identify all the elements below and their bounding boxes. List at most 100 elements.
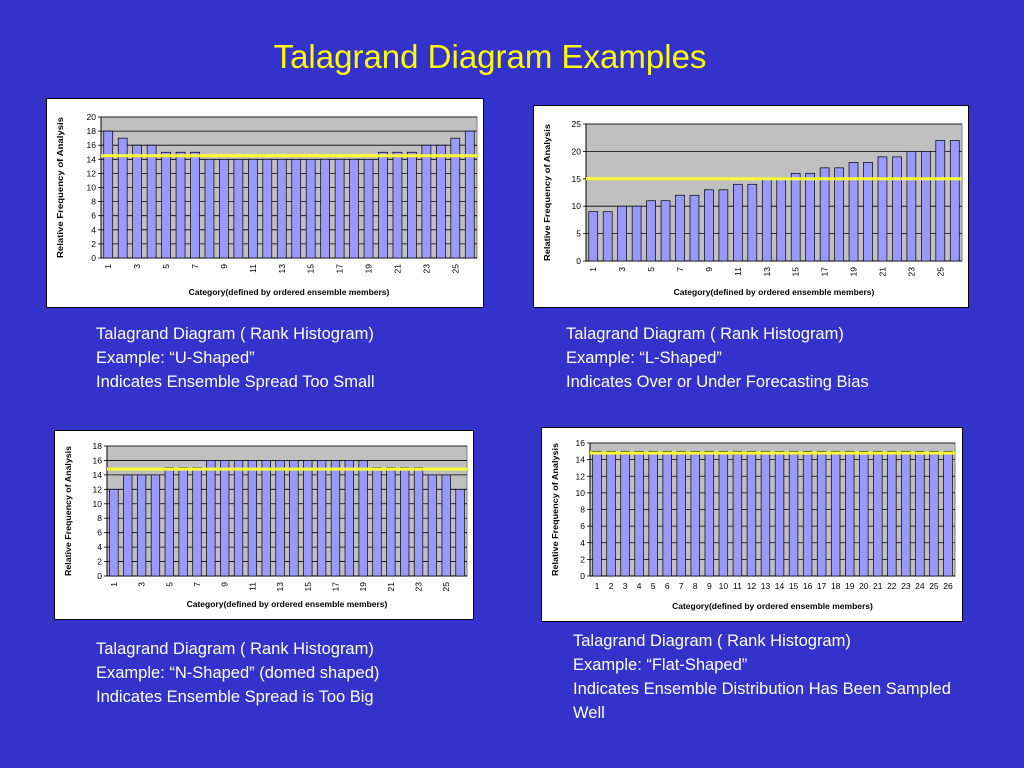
y-tick-label: 2: [91, 239, 96, 249]
x-axis-title: Category(defined by ordered ensemble mem…: [187, 599, 388, 609]
y-tick-label: 0: [580, 571, 585, 581]
x-tick-label: 5: [651, 581, 656, 591]
x-tick-label: 17: [335, 264, 345, 274]
bar: [291, 158, 302, 259]
x-tick-label: 25: [450, 264, 460, 274]
bar: [330, 460, 341, 577]
y-tick-label: 25: [572, 119, 582, 129]
bar: [662, 450, 672, 577]
x-tick-label: 3: [137, 582, 147, 587]
bar: [132, 144, 142, 259]
bar: [859, 450, 869, 577]
bar: [117, 137, 128, 259]
y-tick-label: 12: [87, 168, 97, 178]
x-tick-label: 4: [637, 581, 642, 591]
caption-line: Example: “L-Shaped”: [566, 349, 722, 367]
bar: [262, 158, 273, 259]
bar: [733, 183, 743, 262]
bar: [631, 205, 642, 262]
y-tick-label: 14: [93, 470, 103, 480]
bar: [704, 450, 715, 577]
bar: [320, 158, 330, 259]
x-tick-label: 11: [733, 581, 742, 591]
x-tick-label: 2: [609, 581, 614, 591]
x-tick-label: 21: [877, 267, 887, 277]
x-tick-label: 3: [132, 264, 142, 269]
x-tick-label: 3: [623, 581, 628, 591]
y-tick-label: 6: [91, 211, 96, 221]
plot-area: [106, 445, 468, 577]
bar: [219, 158, 229, 259]
bar: [863, 162, 873, 262]
y-tick-label: 4: [97, 542, 102, 552]
y-tick-label: 0: [576, 256, 581, 266]
bar: [805, 172, 815, 262]
bar: [344, 460, 354, 577]
bar: [602, 211, 613, 262]
bar: [648, 450, 658, 577]
caption-l-shaped: Talagrand Diagram ( Rank Histogram) Exam…: [566, 322, 869, 394]
y-tick-label: 4: [91, 225, 96, 235]
x-tick-label: 25: [441, 582, 451, 592]
bar: [606, 450, 616, 577]
x-tick-label: 10: [719, 581, 729, 591]
x-tick-label: 18: [831, 581, 841, 591]
caption-line: Talagrand Diagram ( Rank Histogram): [566, 325, 844, 343]
x-tick-label: 9: [219, 264, 229, 269]
bar: [450, 137, 461, 259]
x-tick-label: 1: [103, 264, 113, 269]
bar: [349, 158, 359, 259]
x-tick-label: 17: [817, 581, 827, 591]
bar: [358, 460, 368, 577]
y-tick-label: 14: [576, 455, 586, 465]
bar: [303, 460, 313, 577]
bar: [873, 450, 883, 577]
y-tick-label: 10: [93, 499, 103, 509]
bar: [675, 194, 685, 262]
bar: [676, 450, 686, 577]
bar: [175, 151, 186, 259]
bar: [164, 467, 174, 577]
bar: [275, 460, 285, 577]
bar: [887, 450, 897, 577]
bar: [906, 151, 917, 262]
bar: [146, 144, 157, 259]
x-tick-label: 23: [414, 582, 424, 592]
bar: [776, 178, 787, 262]
x-tick-label: 11: [248, 264, 258, 273]
x-tick-label: 7: [679, 581, 684, 591]
y-tick-label: 8: [580, 505, 585, 515]
caption-line: Indicates Ensemble Distribution Has Been…: [573, 680, 951, 722]
bar: [949, 140, 960, 262]
bar: [386, 467, 396, 577]
y-tick-label: 6: [97, 528, 102, 538]
caption-u-shaped: Talagrand Diagram ( Rank Histogram) Exam…: [96, 322, 375, 394]
bar: [289, 460, 299, 577]
x-tick-label: 12: [747, 581, 757, 591]
x-tick-label: 1: [595, 581, 600, 591]
bar: [746, 450, 757, 577]
x-tick-label: 15: [303, 582, 313, 592]
bar: [929, 450, 939, 577]
bar: [848, 162, 859, 262]
x-tick-label: 8: [693, 581, 698, 591]
x-tick-label: 25: [929, 581, 939, 591]
slide-title: Talagrand Diagram Examples: [273, 38, 707, 75]
x-tick-label: 20: [859, 581, 869, 591]
x-tick-label: 22: [887, 581, 897, 591]
bar: [790, 172, 801, 262]
bar: [441, 474, 451, 577]
x-tick-label: 24: [915, 581, 925, 591]
x-tick-label: 9: [220, 582, 230, 587]
y-axis-title: Relative Frequency of Analysis: [55, 117, 65, 258]
x-tick-label: 14: [775, 581, 785, 591]
x-tick-label: 23: [906, 267, 916, 277]
bar: [363, 158, 374, 259]
bar: [802, 450, 813, 577]
bar: [689, 194, 700, 262]
bar: [935, 140, 946, 262]
x-tick-label: 13: [275, 582, 285, 592]
